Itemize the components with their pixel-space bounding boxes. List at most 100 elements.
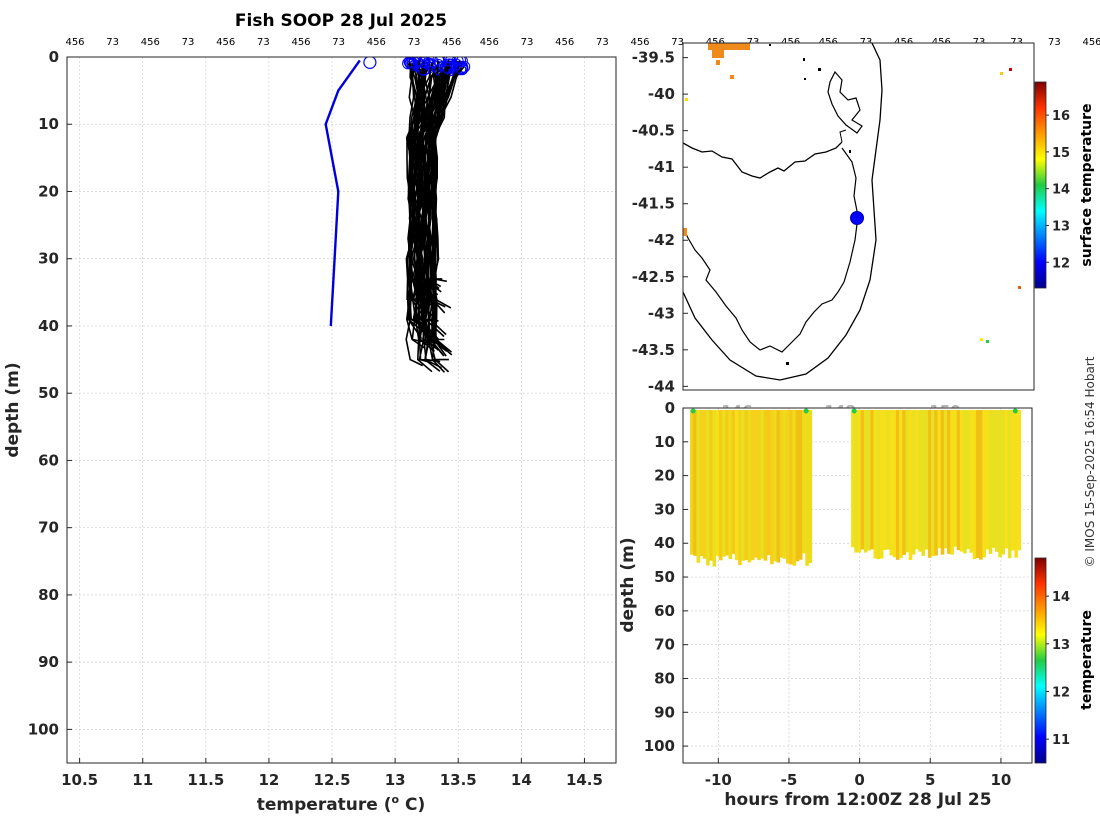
section-y-tick-label: 90 xyxy=(654,703,675,721)
surface-temperature-colorbar xyxy=(1034,81,1047,289)
cast-surface-marker xyxy=(456,63,469,76)
station-label: 456 xyxy=(480,37,499,48)
section-data-column xyxy=(950,410,954,555)
station-label: 73 xyxy=(521,37,534,48)
section-colorbar-label: temperature xyxy=(1079,610,1095,710)
section-y-tick-label: 60 xyxy=(654,602,675,620)
section-panel: -10 -5 0 5 10 0 10 20 30 40 50 60 70 80 90 100 hours f… xyxy=(618,399,1095,810)
section-data-column xyxy=(795,410,800,562)
section-data-column xyxy=(889,410,894,556)
section-data-column xyxy=(905,410,910,553)
map-y-tick-label: -40.5 xyxy=(632,122,675,140)
section-data-column xyxy=(959,410,964,552)
section-data-column xyxy=(867,410,871,551)
profile-y-tick-label: 50 xyxy=(38,384,59,402)
section-data-column xyxy=(931,410,935,557)
section-data-column xyxy=(773,410,777,562)
section-colorbar-tick-label: 11 xyxy=(1052,733,1070,748)
section-data-column xyxy=(750,410,755,561)
profile-y-tick-label: 10 xyxy=(38,115,59,133)
station-label: 73 xyxy=(332,37,345,48)
section-data-column xyxy=(879,410,884,559)
station-label: 456 xyxy=(141,37,160,48)
section-data-point xyxy=(851,408,857,414)
section-data-column xyxy=(798,410,803,560)
sst-patch xyxy=(712,50,724,58)
temperature-colorbar xyxy=(1034,557,1047,764)
cast-profile-line xyxy=(411,69,432,340)
section-data-column xyxy=(786,410,790,564)
cast-profile-line xyxy=(405,66,444,301)
section-y-tick-label: 20 xyxy=(654,467,675,485)
section-data-column xyxy=(921,410,926,556)
section-data-column xyxy=(699,410,704,557)
sst-patch xyxy=(716,60,720,65)
flinders-island-coastline xyxy=(827,70,863,134)
section-data-column xyxy=(805,410,809,566)
cast-profile-line xyxy=(414,60,450,364)
sst-patch xyxy=(683,228,687,236)
section-data-column xyxy=(712,410,717,567)
map-colorbar-label: surface temperature xyxy=(1079,103,1095,266)
profile-x-tick-label: 14 xyxy=(511,771,532,789)
section-data-column xyxy=(969,410,974,553)
section-data-column xyxy=(937,410,942,549)
section-data-column xyxy=(718,410,723,561)
station-label: 73 xyxy=(408,37,421,48)
station-label: 73 xyxy=(106,37,119,48)
section-axes-frame xyxy=(682,407,1033,764)
vessel-position-marker[interactable] xyxy=(850,211,864,225)
section-x-tick-label: 5 xyxy=(925,771,935,789)
section-data-column xyxy=(972,410,977,560)
section-colorbar-tick-label: 13 xyxy=(1052,638,1070,653)
profile-y-tick-label: 0 xyxy=(49,48,59,66)
section-data-column xyxy=(731,410,736,554)
section-data-column xyxy=(911,410,916,555)
sst-patch xyxy=(708,43,750,50)
section-data-column xyxy=(854,410,858,553)
map-y-tick-label: -42 xyxy=(648,231,675,249)
profile-x-tick-label: 11.5 xyxy=(187,771,224,789)
island xyxy=(803,58,805,61)
profile-x-tick-label: 12.5 xyxy=(314,771,351,789)
section-data-column xyxy=(754,410,758,558)
section-data-column xyxy=(696,410,701,563)
section-y-tick-label: 40 xyxy=(654,534,675,552)
map-y-tick-label: -43.5 xyxy=(632,341,675,359)
copyright-credit: © IMOS 15-Sep-2025 16:54 Hobart xyxy=(1083,356,1097,567)
profile-y-tick-label: 100 xyxy=(28,720,59,738)
section-data-column xyxy=(1004,410,1009,549)
section-data-column xyxy=(857,410,862,553)
section-data-column xyxy=(757,410,761,561)
station-label: 73 xyxy=(257,37,270,48)
section-data-column xyxy=(715,410,720,556)
section-data-column xyxy=(741,410,745,561)
section-y-tick-label: 10 xyxy=(654,433,675,451)
section-data-column xyxy=(863,410,868,553)
section-y-tick-label: 0 xyxy=(665,399,675,417)
cast-surface-marker xyxy=(417,57,430,68)
map-panel: -39.5 -40 -40.5 -41 -41.5 -42 -42.5 -43 -43.5 -44… xyxy=(632,42,1095,420)
station-label: 73 xyxy=(1048,37,1061,48)
section-x-tick-label: 0 xyxy=(854,771,864,789)
section-data-column xyxy=(873,410,878,559)
profile-y-tick-label: 80 xyxy=(38,586,59,604)
map-colorbar-tick-label: 16 xyxy=(1052,109,1070,124)
section-data-column xyxy=(776,410,781,563)
profile-y-axis-label: depth (m) xyxy=(3,362,23,457)
profile-y-tick-label: 70 xyxy=(38,519,59,537)
section-y-tick-label: 100 xyxy=(644,737,675,755)
section-x-tick-label: 10 xyxy=(990,771,1011,789)
section-data-column xyxy=(988,410,993,554)
map-y-tick-label: -43 xyxy=(648,304,675,322)
section-data-column xyxy=(792,410,797,566)
cast-profile-line xyxy=(430,68,446,349)
profile-x-tick-label: 13.5 xyxy=(440,771,477,789)
section-data-column xyxy=(924,410,929,550)
sst-patch xyxy=(1018,286,1021,289)
section-data-column xyxy=(927,410,932,558)
section-data-column xyxy=(747,410,752,563)
island xyxy=(804,78,806,80)
section-data-column xyxy=(802,410,806,554)
